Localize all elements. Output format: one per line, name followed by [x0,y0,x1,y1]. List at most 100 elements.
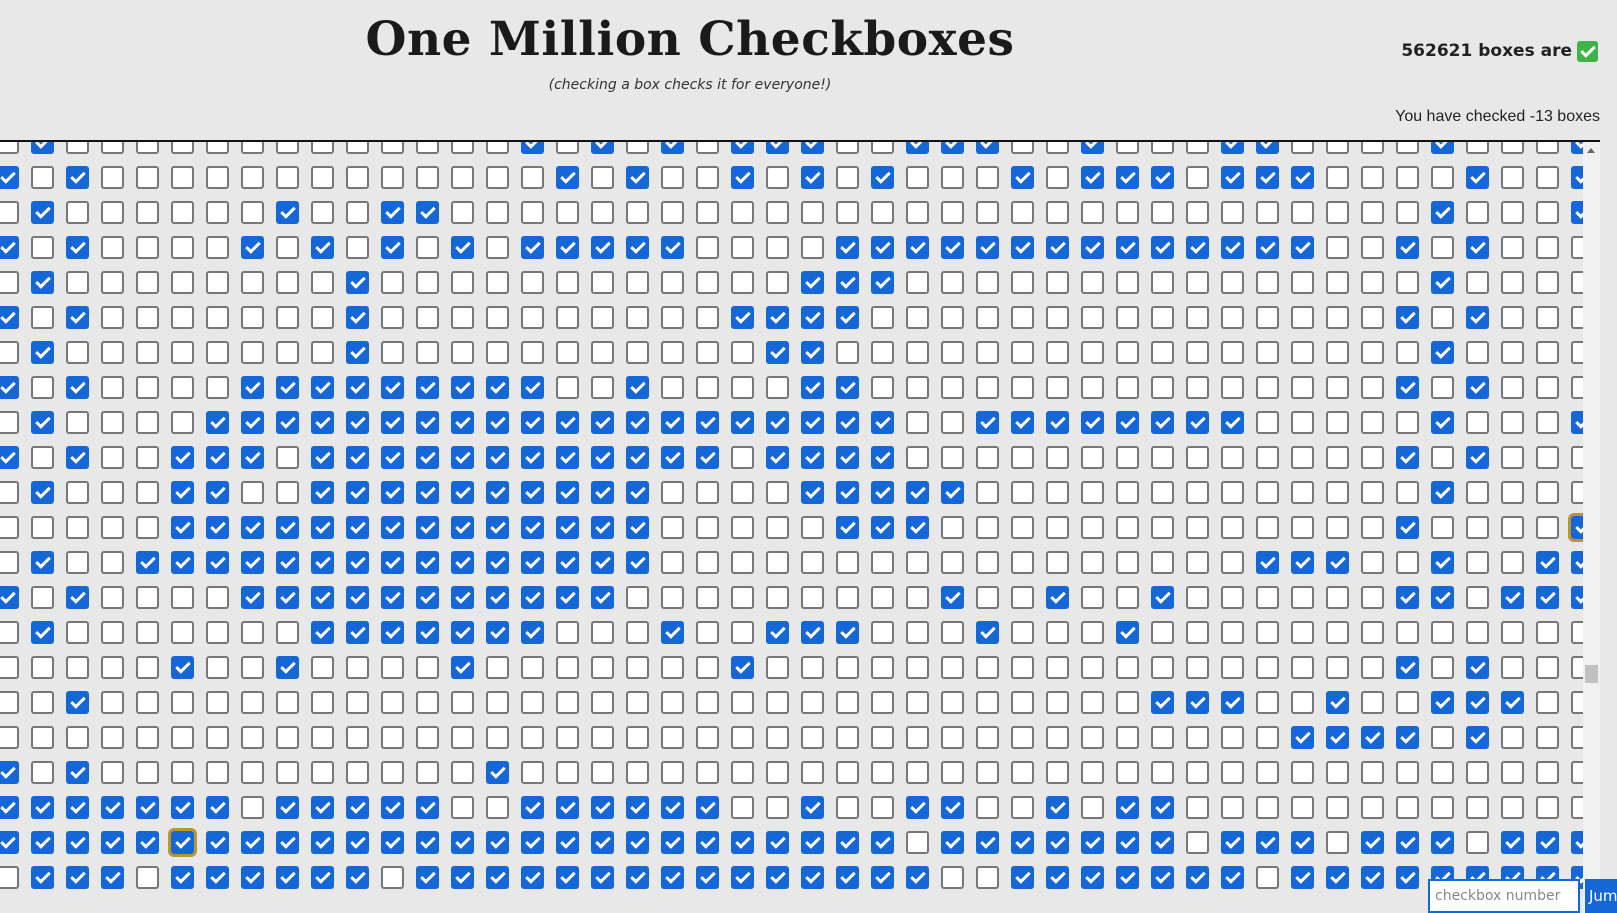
checkbox[interactable] [171,142,194,154]
checkbox[interactable] [241,586,264,609]
checkbox[interactable] [101,831,124,854]
checkbox[interactable] [1046,551,1069,574]
checkbox[interactable] [136,866,159,889]
checkbox[interactable] [1046,341,1069,364]
checkbox[interactable] [661,621,684,644]
checkbox[interactable] [521,376,544,399]
checkbox[interactable] [276,621,299,644]
checkbox[interactable] [1466,796,1489,819]
checkbox[interactable] [1046,411,1069,434]
checkbox[interactable] [1081,341,1104,364]
checkbox[interactable] [171,306,194,329]
checkbox[interactable] [941,551,964,574]
checkbox[interactable] [906,166,929,189]
checkbox[interactable] [1081,586,1104,609]
checkbox[interactable] [1361,866,1384,889]
checkbox[interactable] [591,201,614,224]
checkbox[interactable] [381,411,404,434]
checkbox[interactable] [521,831,544,854]
checkbox[interactable] [941,142,964,154]
checkbox[interactable] [591,306,614,329]
checkbox[interactable] [276,656,299,679]
checkbox[interactable] [696,142,719,154]
checkbox[interactable] [766,481,789,504]
checkbox[interactable] [1361,411,1384,434]
checkbox[interactable] [136,271,159,294]
checkbox[interactable] [1501,726,1524,749]
checkbox[interactable] [1116,201,1139,224]
checkbox[interactable] [1536,656,1559,679]
checkbox[interactable] [661,236,684,259]
checkbox[interactable] [1151,691,1174,714]
checkbox[interactable] [696,761,719,784]
checkbox[interactable] [416,726,439,749]
checkbox[interactable] [591,621,614,644]
checkbox[interactable] [241,866,264,889]
checkbox[interactable] [1151,201,1174,224]
checkbox[interactable] [1221,866,1244,889]
checkbox[interactable] [836,411,859,434]
checkbox[interactable] [1431,621,1454,644]
checkbox[interactable] [241,761,264,784]
checkbox[interactable] [976,586,999,609]
checkbox[interactable] [1396,376,1419,399]
checkbox[interactable] [661,551,684,574]
checkbox[interactable] [1326,446,1349,469]
checkbox[interactable] [1151,796,1174,819]
checkbox[interactable] [556,551,579,574]
checkbox[interactable] [1256,866,1279,889]
checkbox[interactable] [836,726,859,749]
checkbox[interactable] [1501,481,1524,504]
checkbox[interactable] [1116,142,1139,154]
checkbox[interactable] [451,656,474,679]
checkbox[interactable] [941,866,964,889]
checkbox[interactable] [1116,271,1139,294]
checkbox[interactable] [66,796,89,819]
checkbox[interactable] [1291,761,1314,784]
checkbox[interactable] [1081,796,1104,819]
checkbox[interactable] [941,516,964,539]
checkbox[interactable] [66,201,89,224]
checkbox[interactable] [696,306,719,329]
checkbox[interactable] [1571,726,1583,749]
checkbox[interactable] [766,201,789,224]
checkbox[interactable] [1186,551,1209,574]
checkbox[interactable] [871,586,894,609]
scrollbar[interactable] [1583,142,1600,913]
checkbox[interactable] [451,831,474,854]
checkbox[interactable] [871,866,894,889]
checkbox[interactable] [346,481,369,504]
checkbox[interactable] [1256,481,1279,504]
checkbox[interactable] [1501,201,1524,224]
checkbox[interactable] [276,446,299,469]
checkbox[interactable] [521,271,544,294]
checkbox[interactable] [626,166,649,189]
checkbox[interactable] [906,481,929,504]
checkbox[interactable] [766,516,789,539]
checkbox[interactable] [1291,656,1314,679]
checkbox[interactable] [1501,166,1524,189]
checkbox[interactable] [171,411,194,434]
checkbox[interactable] [1431,761,1454,784]
checkbox[interactable] [1221,236,1244,259]
checkbox[interactable] [1116,481,1139,504]
checkbox[interactable] [1571,446,1583,469]
checkbox[interactable] [1536,691,1559,714]
checkbox[interactable] [241,691,264,714]
checkbox[interactable] [171,481,194,504]
checkbox[interactable] [1326,376,1349,399]
checkbox[interactable] [451,621,474,644]
checkbox[interactable] [801,446,824,469]
checkbox[interactable] [136,831,159,854]
checkbox[interactable] [521,621,544,644]
checkbox[interactable] [1571,831,1583,854]
checkbox[interactable] [416,761,439,784]
checkbox[interactable] [31,446,54,469]
checkbox[interactable] [1081,726,1104,749]
checkbox[interactable] [871,446,894,469]
checkbox[interactable] [1116,866,1139,889]
checkbox[interactable] [31,621,54,644]
checkbox[interactable] [311,306,334,329]
checkbox[interactable] [731,761,754,784]
checkbox[interactable] [1396,551,1419,574]
